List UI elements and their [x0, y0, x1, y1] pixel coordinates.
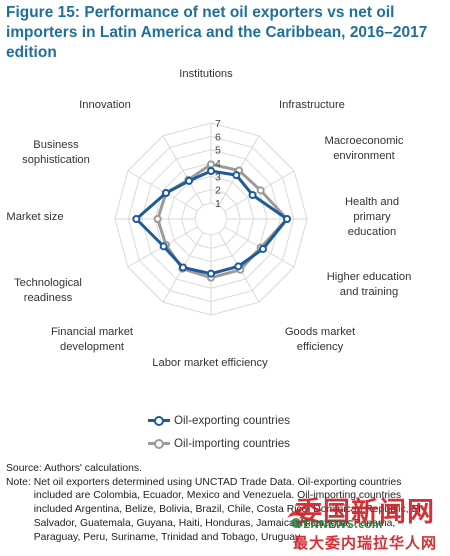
tick-label-1: 1 [215, 198, 221, 210]
series-1-point-2 [256, 186, 265, 195]
tick-label-6: 6 [215, 131, 221, 143]
watermark-subtitle: 最大委内瑞拉华人网 [293, 534, 438, 552]
watermark-main-text: 委国新闻网 [295, 497, 435, 528]
axis-label-7: Financial market development [51, 326, 134, 353]
tick-label-3: 3 [215, 171, 221, 183]
tick-label-5: 5 [215, 145, 221, 157]
radar-chart: 12 345 67 Institutions Infrastructure Macroec… [6, 68, 412, 369]
series-0-point-10 [161, 189, 170, 197]
tick-label-4: 4 [215, 158, 221, 170]
series-0-point-11 [185, 176, 193, 185]
series-0-point-7 [179, 263, 187, 272]
axis-label-10: Business sophistication [22, 139, 90, 166]
series-0-point-1 [232, 171, 241, 180]
axis-label-11: Innovation [79, 99, 131, 111]
legend-item-oil-exporting: Oil-exporting countries [148, 410, 290, 430]
series-1-point-0 [207, 160, 215, 169]
chart-title: Figure 15: Performance of net oil export… [6, 4, 428, 61]
axis-label-3: Health and primary education [345, 196, 399, 238]
axis-label-2: Macroeconomic environment [325, 135, 404, 162]
axis-label-5: Goods market efficiency [285, 326, 356, 353]
legend-marker-oil-importing [148, 437, 170, 449]
watermark-url: VENNEWS.com [295, 519, 383, 531]
axis-label-9: Market size [6, 211, 63, 223]
note-row: Note: Net oil exporters determined using… [6, 476, 438, 545]
series-0-point-3 [283, 215, 291, 223]
series-0-point-2 [248, 191, 257, 199]
axis-label-8: Technological readiness [14, 277, 82, 304]
axis-label-1: Infrastructure [279, 99, 345, 111]
tick-label-2: 2 [215, 185, 221, 197]
axis-label-4: Higher education and training [327, 271, 412, 298]
source-note: Source: Authors' calculations. [6, 463, 142, 474]
series-0-point-5 [234, 262, 243, 271]
series-0-point-4 [258, 245, 267, 253]
series-0-point-6 [207, 269, 215, 278]
legend-label-oil-exporting: Oil-exporting countries [174, 413, 290, 427]
series-0-point-0 [207, 167, 215, 175]
grid-ring-1 [194, 202, 228, 236]
legend-label-oil-importing: Oil-importing countries [174, 436, 290, 450]
chart-notes: Source: Authors' calculations. Note: Net… [6, 462, 438, 544]
watermark-logo: 委国新闻网 VENNEWS.com 最大委内瑞拉华人网 [283, 490, 443, 554]
series-1-point-9 [153, 215, 162, 223]
axis-label-0: Institutions [179, 68, 233, 80]
chart-legend: Oil-exporting countries Oil-importing co… [148, 410, 290, 456]
note-text: Net oil exporters determined using UNCTA… [33, 476, 421, 543]
series-0-point-9 [132, 215, 141, 223]
note-label: Note: [6, 476, 34, 488]
tick-label-7: 7 [215, 118, 221, 130]
legend-item-oil-importing: Oil-importing countries [148, 433, 290, 453]
spoke-11 [162, 135, 204, 206]
legend-marker-oil-exporting [148, 414, 170, 426]
axis-label-6: Labor market efficiency [152, 357, 268, 369]
watermark-emblem-icon [287, 511, 305, 528]
series-0-point-8 [159, 242, 168, 251]
